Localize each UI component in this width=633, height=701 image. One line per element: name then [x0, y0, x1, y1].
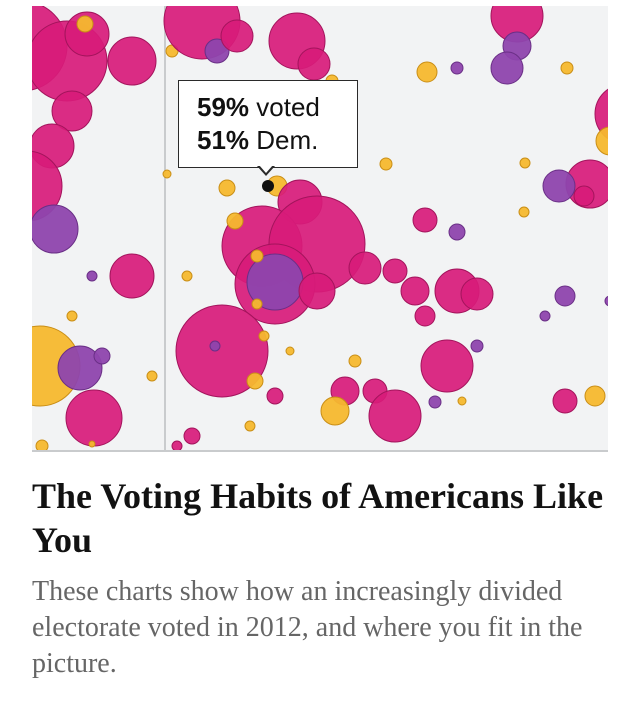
bubble[interactable] — [519, 157, 531, 169]
bubble[interactable] — [107, 36, 157, 86]
bubble[interactable] — [560, 61, 574, 75]
bubble[interactable] — [539, 310, 551, 322]
bubble[interactable] — [420, 339, 474, 393]
tooltip-voted-value: 59% — [197, 92, 250, 122]
bubble[interactable] — [542, 169, 576, 203]
bubble[interactable] — [181, 270, 193, 282]
bubble[interactable] — [162, 169, 172, 179]
bubble[interactable] — [93, 347, 111, 365]
selected-point-marker — [262, 180, 274, 192]
bubble[interactable] — [109, 253, 155, 299]
bubble[interactable] — [51, 90, 93, 132]
bubble[interactable] — [32, 150, 63, 222]
bubble[interactable] — [35, 439, 49, 452]
bubble[interactable] — [457, 396, 467, 406]
bubble[interactable] — [368, 389, 422, 443]
bubble[interactable] — [258, 330, 270, 342]
tooltip-dem-value: 51% — [197, 125, 250, 155]
bubble[interactable] — [552, 388, 578, 414]
bubble[interactable] — [584, 385, 606, 407]
bubble[interactable] — [470, 339, 484, 353]
bubble[interactable] — [226, 212, 244, 230]
bubble[interactable] — [573, 185, 595, 207]
bubble[interactable] — [251, 298, 263, 310]
bubble[interactable] — [400, 276, 430, 306]
bubble[interactable] — [297, 47, 331, 81]
bubble-chart-svg — [32, 6, 608, 452]
tooltip-voted-label: voted — [249, 92, 320, 122]
bubble[interactable] — [57, 345, 103, 391]
bubble[interactable] — [450, 61, 464, 75]
bubble[interactable] — [88, 440, 96, 448]
article-summary: These charts show how an increasingly di… — [32, 576, 583, 679]
bubble[interactable] — [285, 346, 295, 356]
bubble[interactable] — [76, 15, 94, 33]
bubble[interactable] — [594, 84, 608, 144]
bubble[interactable] — [64, 11, 110, 57]
bubble[interactable] — [65, 389, 123, 447]
bubble[interactable] — [266, 387, 284, 405]
bubble[interactable] — [218, 179, 236, 197]
bubble[interactable] — [250, 249, 264, 263]
bubble[interactable] — [348, 354, 362, 368]
bubble[interactable] — [518, 206, 530, 218]
bubble[interactable] — [412, 207, 438, 233]
bubble[interactable] — [244, 420, 256, 432]
bubble[interactable] — [175, 304, 269, 398]
bubble[interactable] — [460, 277, 494, 311]
bubble[interactable] — [146, 370, 158, 382]
tooltip-pointer-fill — [259, 165, 273, 173]
bubble-chart[interactable] — [32, 6, 608, 452]
bubble[interactable] — [32, 204, 79, 254]
bubble[interactable] — [171, 440, 183, 452]
bubble[interactable] — [86, 270, 98, 282]
bubble[interactable] — [348, 251, 382, 285]
bubble[interactable] — [595, 126, 608, 156]
bubble[interactable] — [382, 258, 408, 284]
bubble[interactable] — [66, 310, 78, 322]
bubble[interactable] — [183, 427, 201, 445]
bubble[interactable] — [320, 396, 350, 426]
bubble[interactable] — [246, 372, 264, 390]
bubble[interactable] — [414, 305, 436, 327]
bubble[interactable] — [416, 61, 438, 83]
bubble[interactable] — [209, 340, 221, 352]
bubble[interactable] — [554, 285, 576, 307]
bubble[interactable] — [379, 157, 393, 171]
bubble[interactable] — [298, 272, 336, 310]
bubble[interactable] — [448, 223, 466, 241]
tooltip-voted-row: 59% voted — [197, 91, 357, 124]
bubble[interactable] — [604, 295, 608, 307]
bubble[interactable] — [204, 38, 230, 64]
chart-tooltip: 59% voted 51% Dem. — [178, 80, 358, 168]
bubble[interactable] — [428, 395, 442, 409]
tooltip-dem-label: Dem. — [249, 125, 319, 155]
bubble[interactable] — [220, 19, 254, 53]
tooltip-dem-row: 51% Dem. — [197, 124, 357, 157]
article-headline[interactable]: The Voting Habits of Americans Like You — [32, 476, 604, 560]
bubble[interactable] — [490, 51, 524, 85]
